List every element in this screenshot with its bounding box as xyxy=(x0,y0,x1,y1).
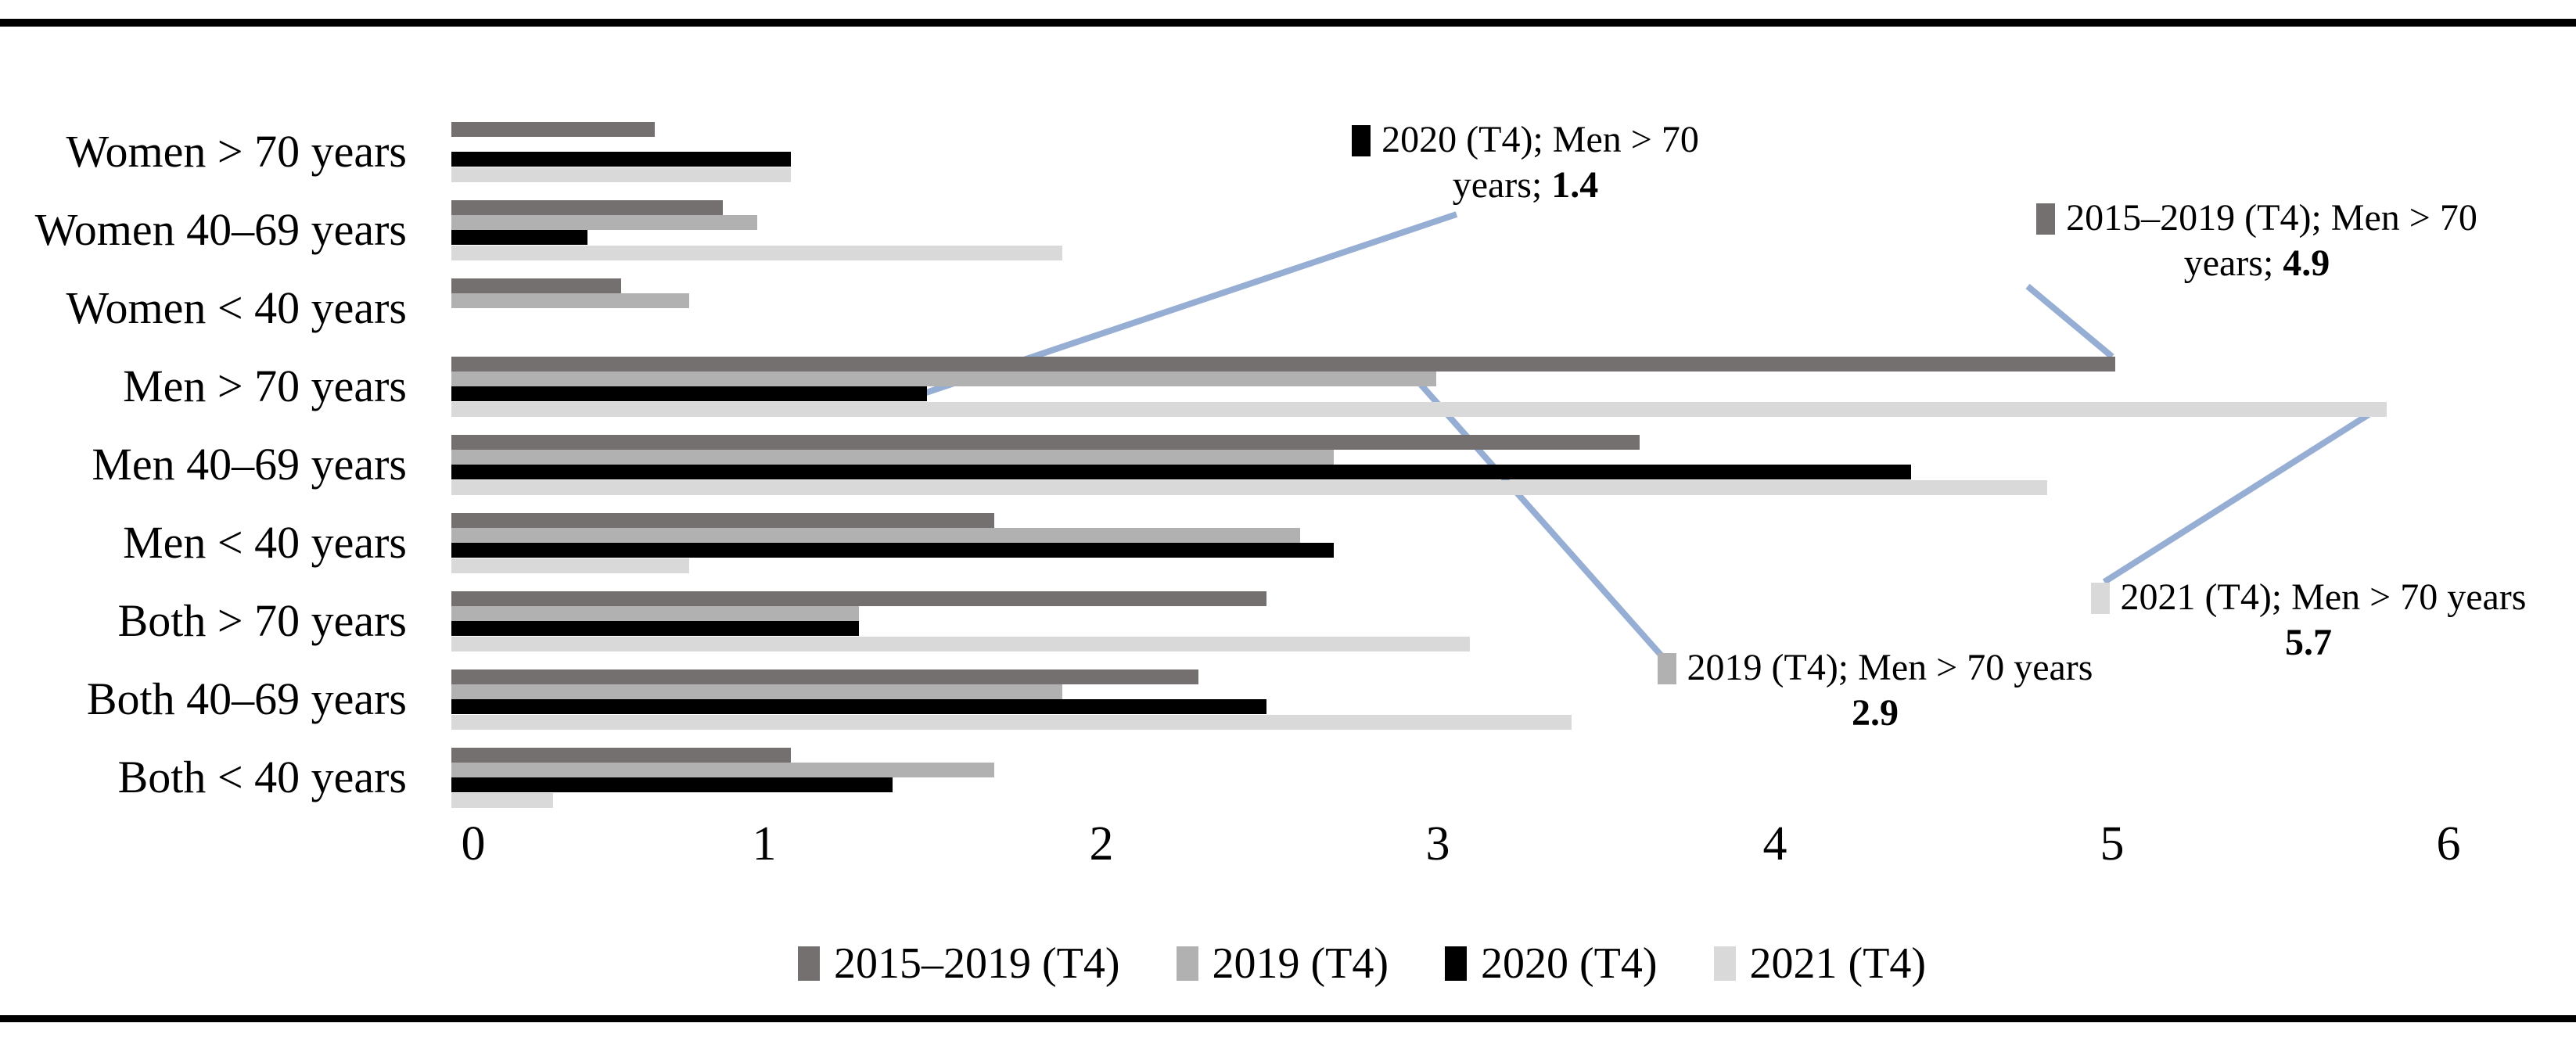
legend-label-2015-2019-t4: 2015–2019 (T4) xyxy=(834,939,1120,988)
bar-2015-2019-t4-women-70-years xyxy=(451,122,655,137)
bar-2021-t4-men-70-years xyxy=(451,401,2387,417)
bar-2020-t4-men-40-69-years xyxy=(451,465,1911,480)
bar-2020-t4-women-40-69-years xyxy=(451,230,587,246)
bar-2015-2019-t4-both-40-years xyxy=(451,748,791,763)
tick-label-4: 4 xyxy=(1762,817,1787,870)
category-label-men-40-years: Men < 40 years xyxy=(123,517,407,569)
annotation-line2-prefix: years; xyxy=(2183,242,2283,284)
bar-2021-t4-men-40-years xyxy=(451,558,689,573)
category-label-men-40-69-years: Men 40–69 years xyxy=(92,439,407,490)
annotation-key-2021-t4-icon xyxy=(2090,583,2110,614)
annotation-line2-prefix: years; xyxy=(1452,164,1552,206)
tick-label-2: 2 xyxy=(1089,817,1114,870)
legend-marker-2019-t4-icon xyxy=(1176,946,1198,981)
bar-2019-t4-women-40-69-years xyxy=(451,215,757,231)
annotation-value: 1.4 xyxy=(1551,164,1599,206)
bar-2019-t4-women-40-years xyxy=(451,293,689,309)
bar-2015-2019-t4-men-70-years xyxy=(451,357,2115,372)
annotation-2020-t4: 2020 (T4); Men > 70 years; 1.4 xyxy=(1252,117,1799,208)
legend-item-2019-t4: 2019 (T4) xyxy=(1176,939,1389,988)
legend-marker-2015-2019-t4-icon xyxy=(798,946,820,981)
bar-2021-t4-women-40-69-years xyxy=(451,245,1062,260)
category-label-both-40-69-years: Both 40–69 years xyxy=(86,673,407,725)
legend-item-2015-2019-t4: 2015–2019 (T4) xyxy=(798,940,1120,987)
legend-label-2020-t4: 2020 (T4) xyxy=(1481,939,1658,988)
annotation-value: 2.9 xyxy=(1852,692,1899,734)
legend-item-2021-t4: 2021 (T4) xyxy=(1713,939,1927,988)
bar-2020-t4-both-70-years xyxy=(451,621,859,637)
annotation-key-2019-t4-icon xyxy=(1657,653,1676,684)
bar-2015-2019-t4-women-40-69-years xyxy=(451,200,723,215)
legend-marker-2020-t4-icon xyxy=(1445,946,1468,981)
category-label-women-40-years: Women < 40 years xyxy=(66,282,407,334)
bar-2021-t4-men-40-69-years xyxy=(451,479,2047,495)
annotation-2019-t4: 2019 (T4); Men > 70 years 2.9 xyxy=(1601,645,2149,736)
bar-2021-t4-both-40-69-years xyxy=(451,714,1572,730)
bar-2021-t4-both-40-years xyxy=(451,792,553,808)
bar-2015-2019-t4-men-40-69-years xyxy=(451,435,1640,450)
bar-2020-t4-men-40-years xyxy=(451,543,1334,558)
tick-label-5: 5 xyxy=(2100,817,2125,870)
annotation-line1: 2019 (T4); Men > 70 years xyxy=(1687,647,2093,688)
annotation-key-2015-2019-t4-icon xyxy=(2036,203,2056,235)
bar-2015-2019-t4-women-40-years xyxy=(451,278,621,293)
bar-2021-t4-both-70-years xyxy=(451,636,1470,652)
bottom-border-rule xyxy=(0,1015,2576,1022)
category-label-women-40-69-years: Women 40–69 years xyxy=(34,204,407,256)
legend-marker-2021-t4-icon xyxy=(1713,946,1736,981)
bar-2020-t4-both-40-years xyxy=(451,777,893,793)
bar-2019-t4-both-40-69-years xyxy=(451,684,1062,700)
bar-2015-2019-t4-both-70-years xyxy=(451,591,1266,606)
bar-2015-2019-t4-men-40-years xyxy=(451,513,994,528)
bar-2019-t4-men-40-69-years xyxy=(451,450,1334,465)
top-border-rule xyxy=(0,19,2576,27)
category-label-men-70-years: Men > 70 years xyxy=(123,361,407,412)
bar-2015-2019-t4-both-40-69-years xyxy=(451,669,1198,684)
bar-2019-t4-men-40-years xyxy=(451,528,1300,544)
annotation-line1: 2015–2019 (T4); Men > 70 xyxy=(2066,197,2477,239)
legend-label-2021-t4: 2021 (T4) xyxy=(1749,939,1927,988)
tick-label-1: 1 xyxy=(752,817,777,870)
bar-2019-t4-both-70-years xyxy=(451,606,859,622)
annotation-line1: 2021 (T4); Men > 70 years xyxy=(2120,576,2527,618)
leader-line-2021-t4 xyxy=(2102,411,2371,585)
bar-2020-t4-women-70-years xyxy=(451,152,791,167)
leader-line-2015-2019-t4 xyxy=(2025,283,2114,360)
bar-2019-t4-both-40-years xyxy=(451,763,994,778)
bar-2019-t4-men-70-years xyxy=(451,372,1436,387)
annotation-line1: 2020 (T4); Men > 70 xyxy=(1381,119,1699,160)
chart-legend: 2015–2019 (T4) 2019 (T4) 2020 (T4) 2021 (T4… xyxy=(798,940,1926,987)
leader-line-2019-t4 xyxy=(1416,379,1667,662)
tick-label-0: 0 xyxy=(461,817,486,870)
annotation-value: 4.9 xyxy=(2283,242,2330,284)
tick-label-6: 6 xyxy=(2436,817,2461,870)
bar-2020-t4-men-70-years xyxy=(451,386,927,402)
annotation-key-2020-t4-icon xyxy=(1352,125,1371,156)
bar-2021-t4-women-70-years xyxy=(451,167,791,182)
bar-2020-t4-both-40-69-years xyxy=(451,699,1266,715)
annotation-value: 5.7 xyxy=(2285,622,2332,663)
tick-label-3: 3 xyxy=(1425,817,1450,870)
legend-item-2020-t4: 2020 (T4) xyxy=(1445,940,1658,987)
category-label-both-70-years: Both > 70 years xyxy=(117,595,407,647)
annotation-2021-t4: 2021 (T4); Men > 70 years 5.7 xyxy=(2034,575,2576,666)
legend-label-2019-t4: 2019 (T4) xyxy=(1212,939,1389,988)
category-label-women-70-years: Women > 70 years xyxy=(66,126,407,178)
category-label-both-40-years: Both < 40 years xyxy=(117,752,407,803)
annotation-2015-2019-t4: 2015–2019 (T4); Men > 70 years; 4.9 xyxy=(1983,196,2531,286)
